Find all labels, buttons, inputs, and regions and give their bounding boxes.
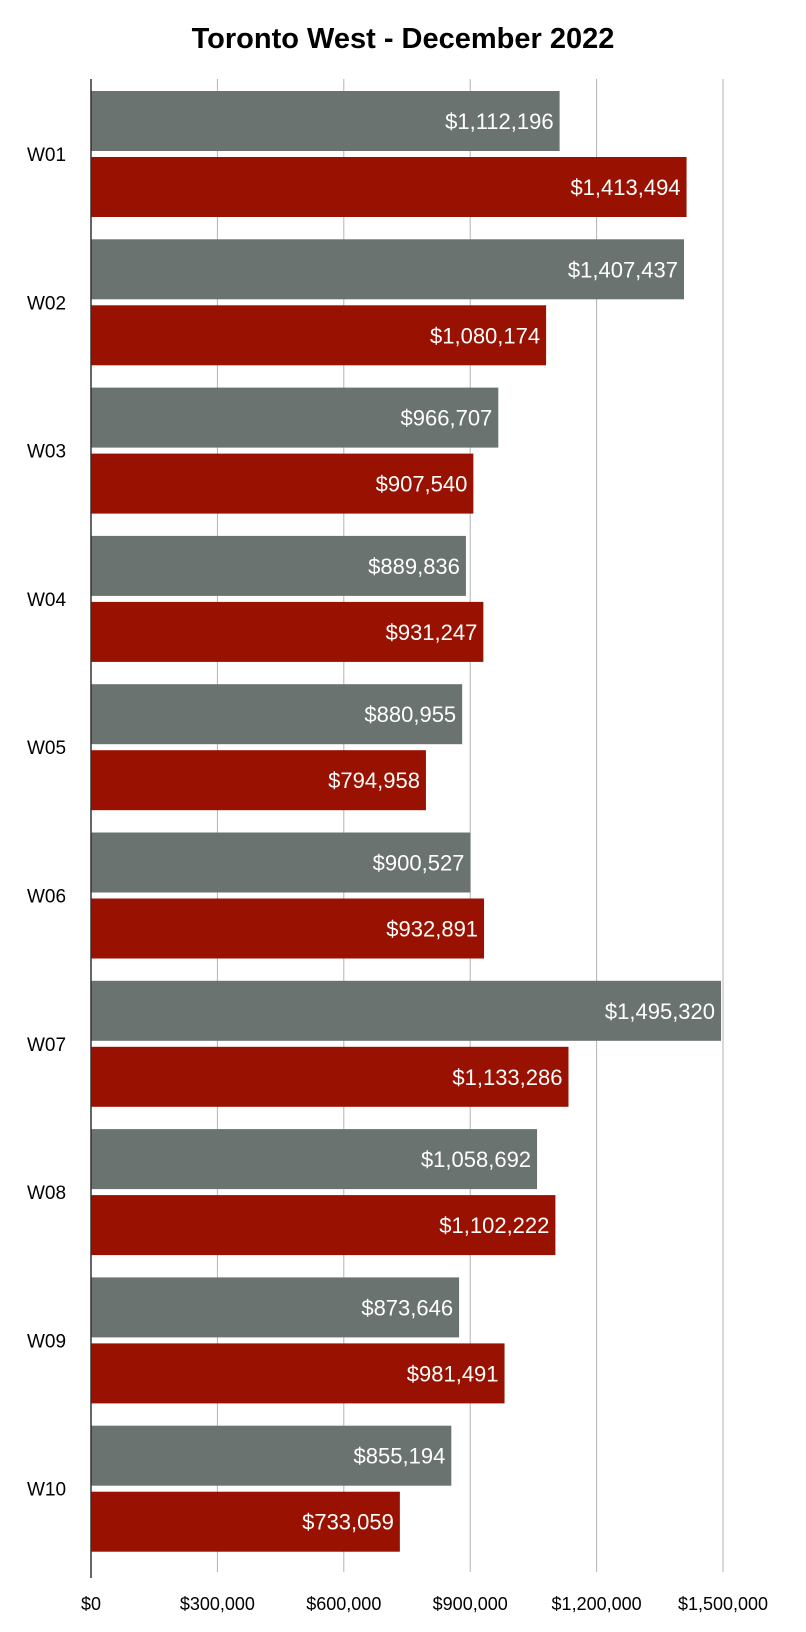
chart-title: Toronto West - December 2022 bbox=[192, 23, 615, 55]
bar bbox=[91, 387, 499, 448]
category-label: W02 bbox=[27, 293, 66, 314]
bar bbox=[91, 832, 471, 893]
bar bbox=[91, 684, 463, 745]
x-tick-label: $600,000 bbox=[306, 1594, 381, 1614]
x-tick-label: $1,500,000 bbox=[678, 1594, 768, 1614]
bar-value-label: $1,413,494 bbox=[570, 175, 680, 200]
bar bbox=[91, 601, 484, 662]
x-tick-label: $0 bbox=[81, 1594, 101, 1614]
bar bbox=[91, 305, 547, 366]
bar-value-label: $1,058,692 bbox=[421, 1147, 531, 1172]
bar-value-label: $1,080,174 bbox=[430, 323, 540, 348]
category-label: W05 bbox=[27, 738, 66, 759]
category-label: W07 bbox=[27, 1035, 66, 1056]
category-labels: W01 W02 W03 W04 W05 W06 W07 W08 W09 W10 bbox=[27, 145, 67, 1501]
x-tick-label: $900,000 bbox=[433, 1594, 508, 1614]
bar bbox=[91, 1277, 460, 1338]
bar-value-label: $931,247 bbox=[386, 620, 478, 645]
category-label: W06 bbox=[27, 887, 66, 908]
category-label: W10 bbox=[27, 1480, 66, 1501]
bar-value-label: $1,102,222 bbox=[439, 1213, 549, 1238]
bar-value-label: $794,958 bbox=[328, 768, 420, 793]
bar bbox=[91, 1195, 556, 1256]
bar bbox=[91, 1046, 569, 1107]
bar-value-label: $880,955 bbox=[364, 702, 456, 727]
bar-value-label: $889,836 bbox=[368, 554, 460, 579]
category-label: W08 bbox=[27, 1183, 66, 1204]
bar-value-labels: $1,112,196 $1,413,494 $1,407,437 $1,080,174… bbox=[302, 109, 715, 1535]
bar bbox=[91, 1129, 538, 1190]
category-label: W04 bbox=[27, 590, 67, 611]
x-tick-label: $300,000 bbox=[180, 1594, 255, 1614]
bar bbox=[91, 1343, 505, 1404]
bar bbox=[91, 239, 685, 300]
bar bbox=[91, 157, 687, 217]
category-label: W03 bbox=[27, 442, 66, 463]
bar-value-label: $1,112,196 bbox=[445, 109, 553, 134]
bar-value-label: $932,891 bbox=[386, 917, 478, 942]
x-axis-tick-labels: $0 $300,000 $600,000 $900,000 $1,200,000 $1,5… bbox=[81, 1594, 768, 1614]
bar-value-label: $733,059 bbox=[302, 1510, 394, 1535]
bar bbox=[91, 1491, 400, 1552]
bar-value-label: $1,495,320 bbox=[605, 999, 715, 1024]
bar bbox=[91, 980, 722, 1041]
category-label: W09 bbox=[27, 1331, 66, 1352]
x-tick-label: $1,200,000 bbox=[552, 1594, 642, 1614]
bar bbox=[91, 91, 560, 151]
bar-value-label: $966,707 bbox=[401, 406, 493, 431]
bars bbox=[91, 91, 722, 1552]
category-label: W01 bbox=[27, 145, 66, 166]
bar-value-label: $907,540 bbox=[376, 472, 468, 497]
bar bbox=[91, 898, 485, 959]
bar-value-label: $873,646 bbox=[361, 1295, 453, 1320]
bar-value-label: $900,527 bbox=[373, 851, 465, 876]
bar-value-label: $1,133,286 bbox=[452, 1065, 562, 1090]
bar bbox=[91, 453, 474, 514]
bar-value-label: $981,491 bbox=[407, 1361, 499, 1386]
bar bbox=[91, 535, 466, 596]
bar bbox=[91, 750, 426, 811]
bar-value-label: $855,194 bbox=[354, 1444, 446, 1469]
bar-value-label: $1,407,437 bbox=[568, 257, 678, 282]
bar bbox=[91, 1425, 452, 1486]
